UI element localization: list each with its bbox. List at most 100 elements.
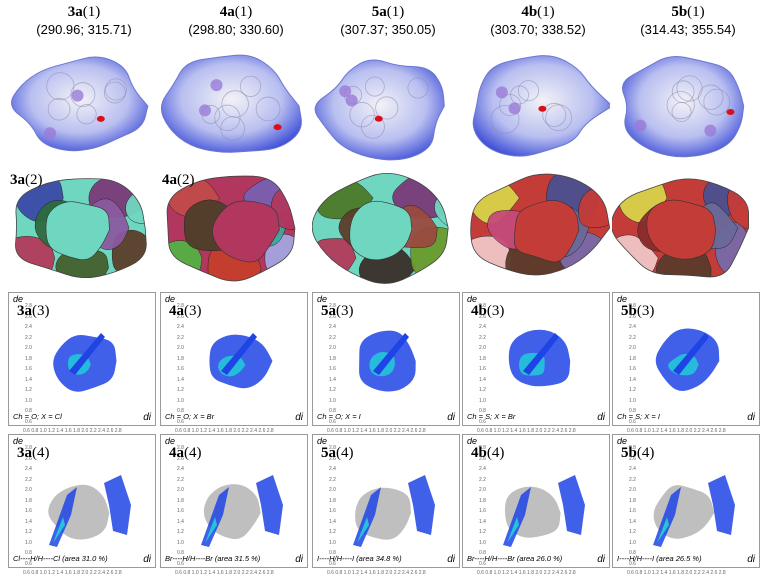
volume-values: (298.80; 330.60) xyxy=(188,22,284,37)
halogen-atom xyxy=(210,79,223,92)
panel-title: 5a(1) xyxy=(312,4,464,21)
y-tick: 2.0 xyxy=(177,487,184,493)
halogen-atom xyxy=(339,85,352,98)
fragment-patch-panel xyxy=(160,168,308,293)
compound-id: 4a xyxy=(162,172,177,188)
y-tick: 2.2 xyxy=(177,334,184,341)
fragment-patch-surface xyxy=(166,175,296,282)
volume-values: (314.43; 355.54) xyxy=(640,22,736,37)
y-tick: 2.2 xyxy=(25,476,32,483)
hirshfeld-surface xyxy=(622,55,745,158)
molecule-ring xyxy=(349,102,375,128)
y-tick: 1.6 xyxy=(479,508,486,514)
compound-id: 4b xyxy=(471,445,487,461)
dnorm-surface xyxy=(314,59,445,161)
y-tick: 1.6 xyxy=(629,366,636,372)
y-tick: 1.8 xyxy=(629,497,636,504)
panel-index: (2) xyxy=(329,172,347,188)
y-tick: 2.2 xyxy=(329,334,336,341)
fragment-patch xyxy=(45,201,110,261)
molecule-ring xyxy=(47,97,71,121)
panel-label: 5a(4) xyxy=(321,445,354,462)
y-tick: 1.4 xyxy=(25,376,32,383)
y-tick: 1.8 xyxy=(329,497,336,504)
y-tick: 2.8 xyxy=(177,445,184,451)
fingerprint-plot: de 2.8 2.6 2.4 2.2 2.0 1.8 1.6 1.4 1.2 1.0 0.8 0.6 5b… xyxy=(612,292,760,434)
plot-caption: I----H/H----I (area 26.5 %) xyxy=(617,554,702,563)
fragment-patch xyxy=(513,200,580,263)
halogen-atom xyxy=(495,86,508,99)
compound-id: 5b xyxy=(621,445,637,461)
y-tick-labels: 2.8 2.6 2.4 2.2 2.0 1.8 1.6 1.4 1.2 1.0 0.8 0.6 xyxy=(629,301,637,427)
halogen-atom xyxy=(508,102,521,115)
contact-wing-high-density xyxy=(657,517,669,543)
plot-caption: Br----H/H----Br (area 31.5 %) xyxy=(165,554,261,563)
y-tick: 2.4 xyxy=(329,466,336,472)
contact-wing xyxy=(104,475,131,535)
y-tick: 0.6 xyxy=(329,418,336,425)
column-header: 3a(1) (290.96; 315.71) xyxy=(8,4,160,38)
y-tick: 2.6 xyxy=(177,455,184,462)
volume-values: (303.70; 338.52) xyxy=(490,22,586,37)
axis-label-de: de xyxy=(165,294,176,304)
column-header: 4b(1) (303.70; 338.52) xyxy=(462,4,614,38)
panel-label: 4b(4) xyxy=(471,445,504,462)
axis-label-di: di xyxy=(295,412,303,423)
panel-label: 5a(2) xyxy=(314,172,347,189)
y-tick: 1.2 xyxy=(329,387,336,393)
fingerprint-spike xyxy=(69,333,105,375)
y-tick: 0.6 xyxy=(25,560,32,567)
fingerprint-scatter xyxy=(209,333,273,389)
y-tick: 1.0 xyxy=(177,539,184,546)
y-tick: 0.6 xyxy=(177,560,184,567)
molecule-ring xyxy=(103,81,126,104)
panel-index: (4) xyxy=(636,445,655,461)
panel-index: (3) xyxy=(636,303,655,319)
fingerprint-scatter xyxy=(48,475,131,547)
axis-label-de: de xyxy=(165,436,176,446)
fragment-patch-panel xyxy=(311,168,460,293)
fragment-patch-surface xyxy=(611,178,749,278)
hirshfeld-surface xyxy=(314,59,445,161)
y-tick: 1.4 xyxy=(479,376,486,383)
panel-index: (1) xyxy=(82,4,101,20)
y-tick: 2.6 xyxy=(329,455,336,462)
axis-label-de: de xyxy=(13,294,24,304)
plot-caption: Ch = S; X = Br xyxy=(467,412,516,421)
y-tick: 1.0 xyxy=(629,397,636,404)
y-tick: 1.8 xyxy=(329,355,336,362)
compound-id: 5b xyxy=(614,172,630,188)
panel-index: (2) xyxy=(479,172,498,188)
panel-index: (4) xyxy=(184,445,202,461)
plot-caption: Ch = O; X = Br xyxy=(165,412,215,421)
y-tick: 1.6 xyxy=(329,508,336,514)
y-tick: 1.8 xyxy=(629,355,636,362)
y-tick: 1.6 xyxy=(25,508,32,514)
close-contact-spot xyxy=(96,115,105,122)
y-tick: 1.6 xyxy=(629,508,636,514)
contact-wing xyxy=(256,475,283,535)
y-tick: 2.0 xyxy=(629,345,636,351)
y-tick: 2.2 xyxy=(25,334,32,341)
column-header: 4a(1) (298.80; 330.60) xyxy=(160,4,312,38)
fingerprint-scatter xyxy=(503,475,585,547)
compound-id: 4a xyxy=(169,445,184,461)
y-tick: 1.2 xyxy=(25,387,32,393)
close-contact-spot xyxy=(374,115,383,122)
y-tick: 2.6 xyxy=(629,313,636,320)
x-tick-labels: 0.6 0.8 1.0 1.2 1.4 1.6 1.8 2.0 2.2 2.4 … xyxy=(327,428,426,434)
panel-title: 4b(1) xyxy=(462,4,614,21)
hirshfeld-surface xyxy=(11,56,149,152)
y-tick: 1.2 xyxy=(479,387,486,393)
dnorm-surface-panel xyxy=(160,44,308,169)
y-tick: 2.8 xyxy=(25,445,32,451)
fragment-patch-surface xyxy=(15,178,147,279)
contact-wing xyxy=(558,475,585,535)
y-tick: 1.0 xyxy=(177,397,184,404)
fingerprint-plot: de 2.8 2.6 2.4 2.2 2.0 1.8 1.6 1.4 1.2 1.0 0.8 0.6 5a… xyxy=(312,292,460,434)
volume-values: (307.37; 350.05) xyxy=(340,22,436,37)
fragment-patch xyxy=(646,199,717,260)
y-tick: 2.2 xyxy=(479,476,486,483)
halogen-atom xyxy=(345,94,358,107)
molecule-ring xyxy=(407,77,429,99)
